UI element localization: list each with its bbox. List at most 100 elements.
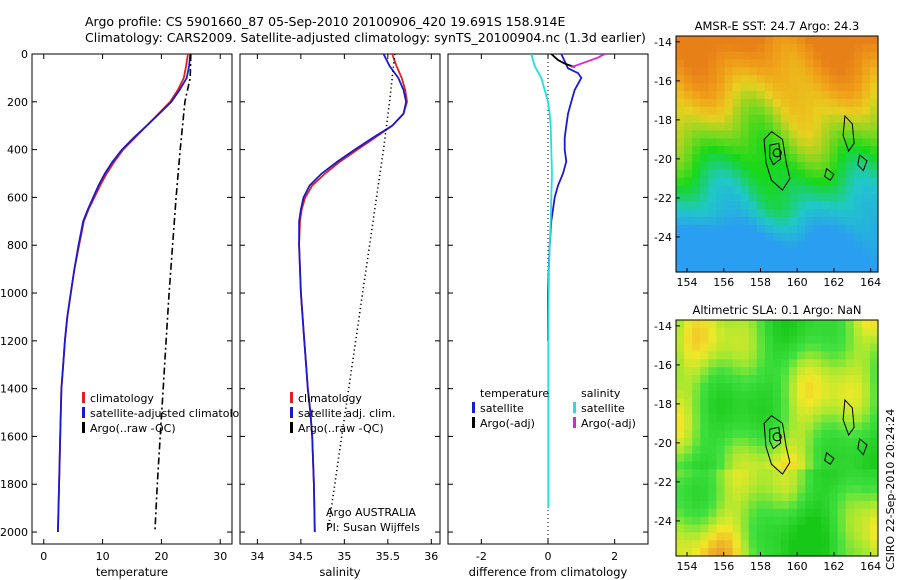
- heatmap-cell: [789, 508, 798, 518]
- heatmap-cell: [708, 209, 717, 218]
- heatmap-cell: [813, 382, 823, 392]
- heatmap-cell: [781, 485, 790, 494]
- heatmap-cell: [740, 193, 750, 202]
- heatmap-cell: [805, 51, 814, 61]
- heatmap-cell: [861, 500, 871, 510]
- heatmap-cell: [740, 240, 750, 249]
- heatmap-cell: [845, 532, 855, 541]
- legend-swatch: [290, 407, 293, 418]
- heatmap-cell: [684, 91, 693, 100]
- heatmap-cell: [772, 359, 782, 368]
- heatmap-cell: [740, 461, 750, 471]
- heatmap-cell: [789, 106, 798, 116]
- heatmap-cell: [829, 193, 839, 202]
- heatmap-cell: [845, 240, 855, 249]
- map-title: AMSR-E SST: 24.7 Argo: 24.3: [695, 19, 860, 33]
- heatmap-cell: [700, 201, 709, 210]
- heatmap-cell: [853, 461, 863, 471]
- heatmap-cell: [789, 51, 798, 61]
- heatmap-cell: [676, 193, 685, 202]
- heatmap-cell: [861, 390, 871, 400]
- heatmap-cell: [740, 335, 750, 345]
- heatmap-cell: [756, 406, 766, 415]
- heatmap-cell: [764, 248, 774, 257]
- heatmap-cell: [764, 406, 774, 415]
- heatmap-cell: [700, 335, 709, 345]
- heatmap-cell: [692, 524, 701, 533]
- heatmap-cell: [829, 122, 839, 131]
- heatmap-cell: [716, 382, 726, 392]
- heatmap-cell: [805, 232, 814, 242]
- heatmap-cell: [772, 122, 782, 131]
- heatmap-cell: [756, 36, 766, 45]
- heatmap-cell: [805, 548, 814, 557]
- heatmap-cell: [724, 390, 734, 400]
- heatmap-cell: [708, 422, 717, 431]
- heatmap-cell: [837, 193, 847, 202]
- heatmap-cell: [845, 508, 855, 518]
- heatmap-cell: [724, 232, 734, 242]
- heatmap-cell: [813, 320, 823, 329]
- heatmap-cell: [716, 477, 726, 486]
- heatmap-cell: [861, 240, 871, 249]
- heatmap-cell: [748, 406, 758, 415]
- heatmap-cell: [845, 430, 855, 439]
- heatmap-cell: [692, 398, 701, 408]
- heatmap-cell: [805, 540, 814, 549]
- heatmap-cell: [853, 146, 863, 155]
- heatmap-cell: [861, 91, 871, 100]
- heatmap-cell: [781, 375, 790, 384]
- heatmap-cell: [732, 216, 742, 226]
- heatmap-cell: [732, 335, 742, 345]
- heatmap-cell: [829, 461, 839, 471]
- heatmap-cell: [813, 106, 823, 116]
- heatmap-cell: [748, 398, 758, 408]
- heatmap-cell: [724, 169, 734, 179]
- legend-item-label: climatology: [90, 392, 154, 405]
- heatmap-cell: [700, 75, 709, 84]
- heatmap-cell: [869, 453, 879, 463]
- heatmap-cell: [829, 327, 839, 337]
- heatmap-cell: [748, 169, 758, 179]
- heatmap-cell: [700, 232, 709, 242]
- heatmap-cell: [853, 106, 863, 116]
- heatmap-cell: [764, 445, 774, 455]
- heatmap-cell: [692, 36, 701, 45]
- heatmap-cell: [805, 146, 814, 155]
- heatmap-cell: [756, 485, 766, 494]
- heatmap-cell: [772, 177, 782, 187]
- legend-item-label: satellite adj. clim.: [298, 407, 395, 420]
- heatmap-cell: [748, 224, 758, 234]
- heatmap-cell: [861, 485, 871, 494]
- heatmap-cell: [821, 185, 831, 194]
- heatmap-cell: [756, 516, 766, 526]
- heatmap-cell: [869, 508, 879, 518]
- heatmap-cell: [853, 185, 863, 194]
- heatmap-cell: [845, 359, 855, 368]
- heatmap-cell: [853, 445, 863, 455]
- heatmap-cell: [676, 161, 685, 171]
- heatmap-cell: [845, 445, 855, 455]
- heatmap-cell: [805, 493, 814, 502]
- legend-swatch: [82, 422, 85, 433]
- heatmap-cell: [740, 532, 750, 541]
- heatmap-cell: [821, 36, 831, 45]
- heatmap-cell: [748, 106, 758, 116]
- heatmap-cell: [821, 351, 831, 360]
- heatmap-cell: [692, 185, 701, 194]
- heatmap-cell: [845, 524, 855, 533]
- heatmap-cell: [692, 154, 701, 163]
- heatmap-cell: [684, 516, 693, 526]
- heatmap-cell: [829, 83, 839, 92]
- heatmap-cell: [692, 540, 701, 549]
- heatmap-cell: [764, 43, 774, 53]
- heatmap-cell: [789, 453, 798, 463]
- heatmap-cell: [684, 327, 693, 337]
- heatmap-cell: [821, 75, 831, 84]
- heatmap-cell: [869, 406, 879, 415]
- heatmap-cell: [845, 461, 855, 471]
- heatmap-cell: [797, 67, 806, 76]
- heatmap-cell: [708, 327, 717, 337]
- heatmap-cell: [732, 106, 742, 116]
- heatmap-cell: [789, 430, 798, 439]
